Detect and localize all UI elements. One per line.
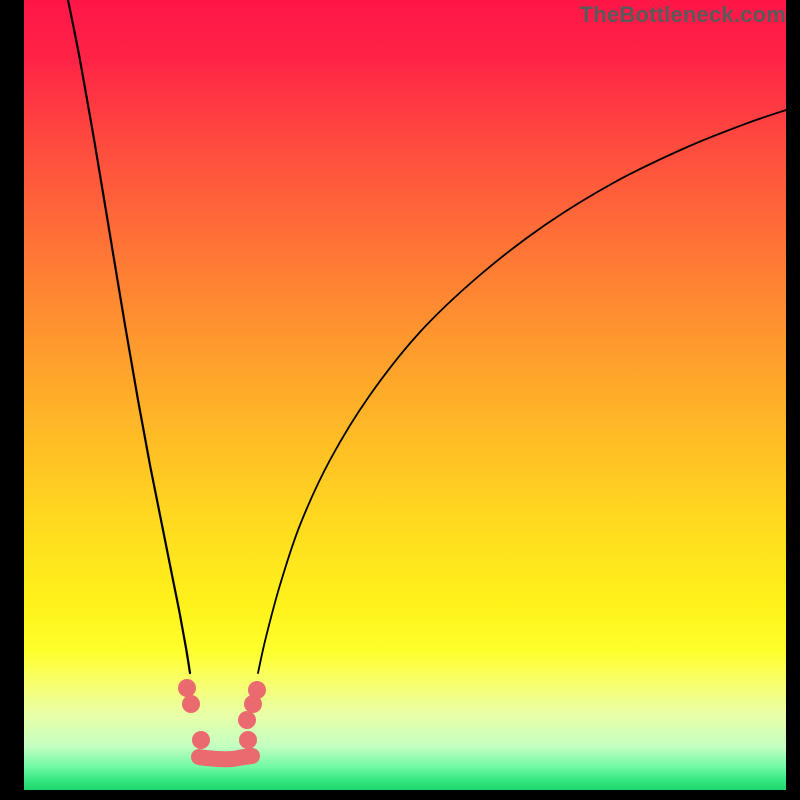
data-dot: [192, 731, 210, 749]
data-dot: [238, 711, 256, 729]
frame-right: [786, 0, 800, 800]
data-dot: [244, 695, 262, 713]
plot-area: [24, 0, 786, 790]
data-dot: [178, 679, 196, 697]
gradient-background: [24, 0, 786, 790]
chart-svg: [24, 0, 786, 790]
data-dot: [182, 695, 200, 713]
watermark-text: TheBottleneck.com: [580, 2, 786, 28]
frame-left: [0, 0, 24, 800]
bottom-band: [199, 756, 252, 759]
data-dot: [239, 731, 257, 749]
frame-bottom: [0, 790, 800, 800]
